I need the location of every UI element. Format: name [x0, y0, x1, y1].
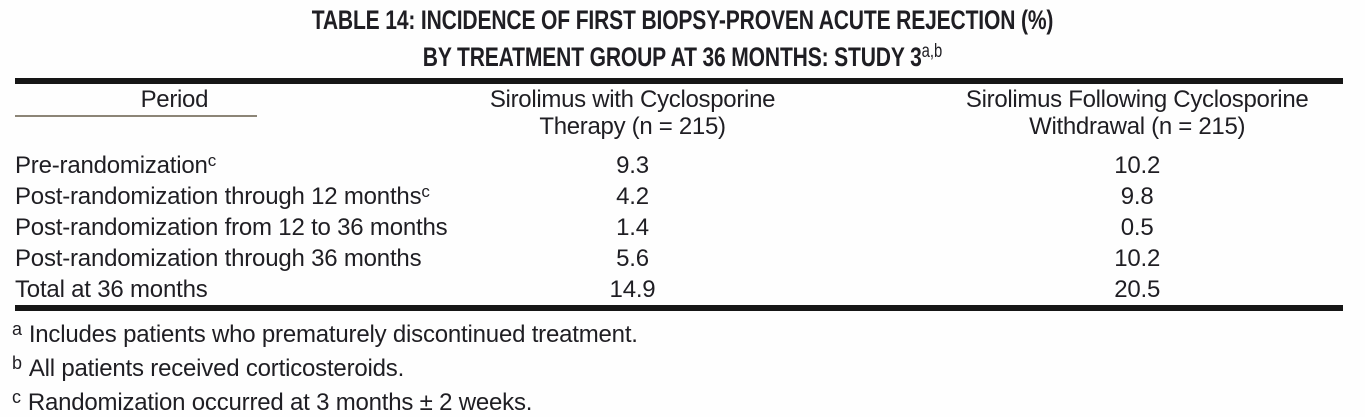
value-with-cyclosporine: 14.9: [609, 276, 656, 303]
footnote-b-text: All patients received corticosteroids.: [28, 355, 405, 382]
period-header-underline: [15, 115, 258, 117]
value-with-cyclosporine: 9.3: [616, 152, 649, 179]
value-following-withdrawal: 9.8: [1120, 183, 1154, 210]
row-label: Pre-randomizationc: [15, 150, 334, 181]
row-label-text: Total at 36 months: [15, 276, 208, 303]
value-with-cyclosporine: 5.6: [616, 245, 649, 272]
table-row-total: Total at 36 months 14.9 20.5: [15, 274, 1343, 308]
value-following-withdrawal: 20.5: [1114, 276, 1161, 303]
period-header-label: Period: [140, 86, 209, 113]
table-body: Pre-randomizationc 9.3 10.2 Post-randomi…: [15, 150, 1343, 308]
row-footnote-marker: c: [421, 182, 430, 201]
table-row: Pre-randomizationc 9.3 10.2: [15, 150, 1343, 181]
table-title-footnote-marker: a,b: [921, 41, 943, 62]
value-with-cyclosporine: 4.2: [616, 183, 649, 210]
column-header-sirolimus-following-cyclosporine: Sirolimus Following Cyclosporine Withdra…: [931, 81, 1343, 150]
row-label: Post-randomization from 12 to 36 months: [15, 212, 448, 243]
footnotes: a Includes patients who prematurely disco…: [12, 318, 1365, 417]
row-label: Total at 36 months: [15, 274, 334, 308]
table-row: Post-randomization through 12 monthsc 4.…: [15, 181, 1343, 212]
row-label-text: Post-randomization from 12 to 36 months: [15, 214, 448, 241]
footnote-c: c Randomization occurred at 3 months ± 2 …: [12, 386, 1365, 417]
footnote-c-text: Randomization occurred at 3 months ± 2 w…: [27, 389, 533, 416]
value-following-withdrawal: 0.5: [1120, 214, 1154, 241]
table-title-line2: BY TREATMENT GROUP AT 36 MONTHS: STUDY 3…: [150, 36, 1215, 73]
col3-header-line2: Withdrawal (n = 215): [1029, 113, 1246, 140]
row-label-text: Pre-randomization: [15, 152, 208, 179]
footnote-a: a Includes patients who prematurely disco…: [12, 318, 1365, 352]
header-row: Period Sirolimus with Cyclosporine Thera…: [15, 81, 1343, 150]
incidence-table: Period Sirolimus with Cyclosporine Thera…: [15, 78, 1343, 311]
table-title-line1: TABLE 14: INCIDENCE OF FIRST BIOPSY-PROV…: [311, 5, 1054, 35]
row-label: Post-randomization through 12 monthsc: [15, 181, 430, 212]
table-header: Period Sirolimus with Cyclosporine Thera…: [15, 81, 1343, 150]
footnote-a-text: Includes patients who prematurely discon…: [28, 321, 638, 348]
row-label: Post-randomization through 36 months: [15, 243, 422, 274]
value-with-cyclosporine: 1.4: [616, 214, 649, 241]
table-row: Post-randomization through 36 months 5.6…: [15, 243, 1343, 274]
col2-header-line2: Therapy (n = 215): [539, 113, 726, 140]
footnote-b-marker: b: [12, 353, 22, 373]
row-label-text: Post-randomization through 36 months: [15, 245, 422, 272]
row-footnote-marker: c: [207, 151, 217, 170]
table-title-line2-text: BY TREATMENT GROUP AT 36 MONTHS: STUDY 3: [422, 42, 922, 72]
col2-header-line1: Sirolimus with Cyclosporine: [489, 86, 776, 113]
footnote-c-marker: c: [12, 387, 21, 407]
column-header-period: Period: [15, 81, 334, 150]
table-title: TABLE 14: INCIDENCE OF FIRST BIOPSY-PROV…: [0, 0, 1365, 73]
value-following-withdrawal: 10.2: [1114, 152, 1161, 179]
footnote-b: b All patients received corticosteroids.: [12, 352, 1365, 386]
table-row: Post-randomization from 12 to 36 months …: [15, 212, 1343, 243]
row-label-text: Post-randomization through 12 months: [15, 183, 422, 210]
value-following-withdrawal: 10.2: [1114, 245, 1161, 272]
footnote-a-marker: a: [12, 319, 22, 339]
column-header-sirolimus-with-cyclosporine: Sirolimus with Cyclosporine Therapy (n =…: [334, 81, 932, 150]
col3-header-line1: Sirolimus Following Cyclosporine: [965, 86, 1309, 113]
